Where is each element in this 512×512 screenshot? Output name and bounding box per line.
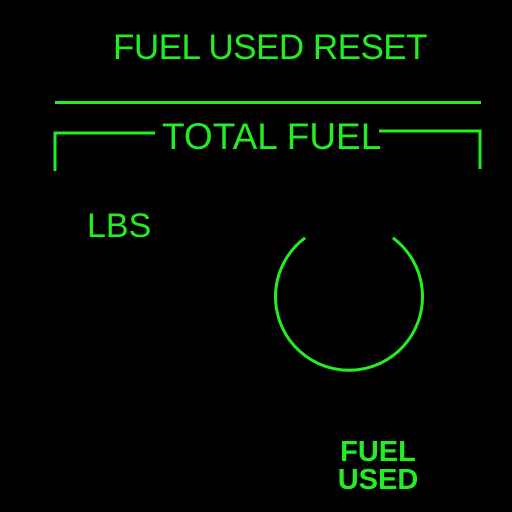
- bracket-right: [379, 129, 482, 169]
- title-divider: [55, 101, 481, 104]
- open-circle-icon: [274, 236, 424, 372]
- page-title: FUEL USED RESET: [112, 28, 428, 67]
- bracket-left: [53, 131, 155, 171]
- units-label: LBS: [87, 207, 152, 245]
- fuel-used-label-line1: FUEL: [340, 436, 416, 468]
- section-label-total-fuel: TOTAL FUEL: [162, 116, 382, 157]
- fuel-used-label-line2: USED: [337, 464, 419, 496]
- knob-hit-area[interactable]: [269, 217, 429, 377]
- fuel-used-label: FUEL USED: [330, 436, 426, 496]
